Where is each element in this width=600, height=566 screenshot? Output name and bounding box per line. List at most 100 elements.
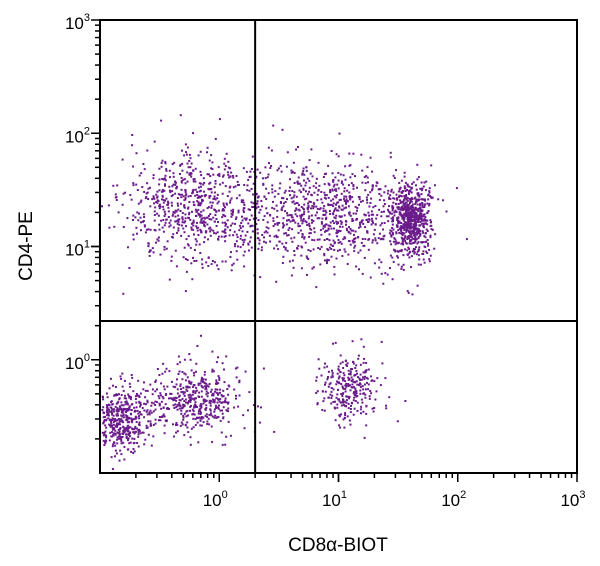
data-point — [102, 411, 105, 414]
data-point — [311, 267, 314, 270]
data-point — [323, 366, 326, 369]
data-point — [338, 199, 341, 201]
data-point — [202, 398, 205, 401]
data-point — [373, 228, 376, 231]
data-point — [239, 224, 242, 227]
data-point — [131, 437, 134, 440]
data-point — [326, 378, 329, 381]
data-point — [162, 413, 165, 416]
data-point — [138, 424, 141, 427]
data-point — [150, 444, 153, 447]
data-point — [359, 249, 362, 252]
data-point — [141, 407, 144, 409]
data-point — [265, 230, 268, 233]
data-point — [409, 211, 412, 213]
data-point — [126, 418, 129, 421]
data-point — [387, 215, 390, 218]
data-point — [172, 175, 175, 178]
data-point — [196, 191, 199, 193]
data-point — [155, 193, 158, 196]
data-point — [111, 468, 114, 470]
data-point — [231, 213, 234, 216]
data-point — [135, 427, 138, 430]
data-point — [132, 219, 134, 221]
data-point — [284, 248, 287, 251]
data-point — [410, 196, 413, 199]
data-point — [305, 190, 307, 193]
data-point — [397, 217, 400, 220]
data-point — [137, 202, 140, 205]
data-point — [255, 223, 258, 225]
data-point — [175, 187, 178, 190]
data-point — [135, 401, 138, 404]
data-point — [117, 437, 120, 440]
data-point — [429, 221, 432, 224]
data-point — [110, 377, 112, 380]
data-point — [425, 180, 428, 183]
data-point — [349, 197, 352, 200]
data-point — [328, 233, 331, 236]
data-point — [177, 220, 180, 223]
data-point — [409, 190, 412, 193]
data-point — [179, 424, 182, 427]
data-point — [112, 184, 115, 187]
data-point — [125, 429, 128, 432]
data-point — [372, 221, 374, 224]
data-point — [217, 398, 220, 401]
data-point — [336, 222, 338, 225]
data-point — [315, 392, 318, 394]
data-point — [343, 190, 346, 193]
data-point — [366, 377, 369, 380]
data-point — [363, 357, 366, 360]
data-point — [368, 238, 371, 241]
data-point — [408, 237, 411, 240]
data-point — [406, 238, 409, 240]
data-point — [312, 201, 315, 204]
data-point — [221, 412, 224, 415]
data-point — [402, 254, 405, 257]
data-point — [192, 391, 195, 393]
data-point — [361, 199, 364, 202]
data-point — [192, 426, 195, 429]
data-point — [163, 210, 166, 213]
data-point — [130, 374, 133, 376]
data-point — [120, 453, 123, 456]
data-point — [257, 219, 260, 222]
data-point — [331, 220, 334, 222]
data-point — [355, 218, 358, 221]
data-point — [206, 395, 209, 398]
data-point — [347, 230, 350, 233]
data-point — [364, 238, 367, 241]
data-point — [313, 191, 316, 194]
data-point — [205, 261, 208, 264]
data-point — [352, 229, 355, 232]
data-point — [403, 205, 406, 208]
data-point — [191, 192, 194, 195]
data-point — [255, 175, 258, 178]
data-point — [343, 400, 346, 403]
data-point — [188, 386, 191, 389]
data-point — [327, 259, 330, 262]
data-point — [344, 390, 347, 393]
data-point — [380, 215, 383, 218]
data-point — [191, 393, 194, 396]
data-point — [114, 420, 116, 422]
data-point — [417, 237, 420, 240]
data-point — [406, 290, 409, 293]
data-point — [178, 407, 181, 410]
data-point — [251, 206, 254, 208]
data-point — [406, 218, 409, 220]
data-point — [125, 435, 128, 438]
data-point — [164, 403, 167, 406]
data-point — [367, 193, 370, 196]
data-point — [223, 381, 226, 384]
data-point — [167, 202, 170, 204]
data-point — [170, 380, 173, 383]
data-point — [422, 225, 425, 228]
data-point — [297, 146, 299, 148]
data-point — [421, 206, 424, 209]
data-point — [407, 291, 410, 294]
data-point — [204, 378, 207, 381]
data-point — [348, 419, 351, 422]
data-point — [152, 174, 155, 177]
